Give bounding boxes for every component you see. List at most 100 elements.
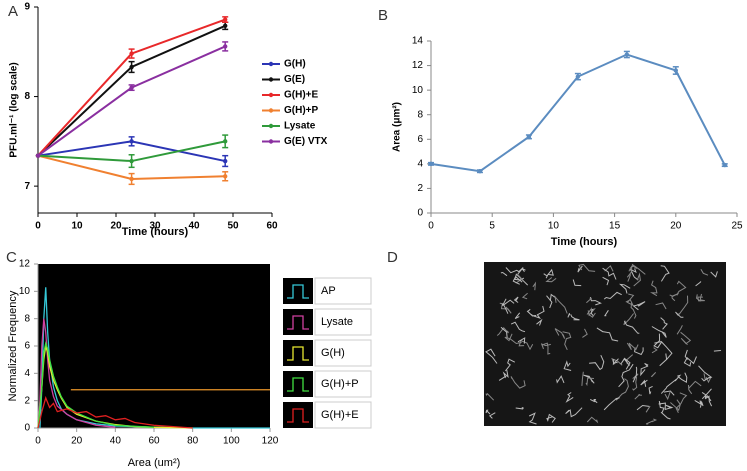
filament — [572, 279, 582, 287]
legend-label: G(H) — [284, 59, 306, 70]
filament — [674, 374, 682, 382]
filament — [660, 378, 677, 394]
y-tick-label: 2 — [417, 183, 423, 194]
filament — [545, 277, 557, 283]
annotation: Elongated — [81, 374, 135, 388]
x-axis-label: Area (um²) — [128, 457, 181, 469]
filament — [499, 302, 512, 314]
filament — [664, 391, 671, 401]
x-tick-label: 30 — [149, 221, 161, 232]
filament — [513, 296, 519, 303]
filament — [596, 327, 619, 342]
filament — [532, 281, 537, 291]
legend-box — [314, 277, 372, 305]
legend-box — [314, 401, 372, 429]
point — [673, 68, 678, 73]
y-axis-label: PFU.ml⁻¹ (log scale) — [9, 62, 20, 157]
filament — [669, 292, 679, 302]
filament — [543, 268, 554, 279]
legend-label: G(H)+P — [321, 378, 359, 390]
filament — [640, 379, 648, 387]
filament — [626, 342, 639, 351]
micrograph-texture — [485, 263, 722, 425]
y-tick-label: 6 — [417, 134, 423, 145]
filament — [629, 268, 639, 281]
filament — [528, 412, 537, 425]
filament — [660, 265, 670, 282]
series-line — [37, 340, 155, 429]
filament — [578, 263, 596, 272]
filament — [510, 376, 526, 389]
filament — [628, 263, 646, 275]
point — [129, 158, 134, 164]
y-tick-label: 7 — [24, 181, 30, 192]
x-tick-label: 20 — [670, 221, 682, 232]
point — [129, 139, 134, 144]
point — [477, 169, 483, 174]
filament — [563, 360, 572, 371]
y-tick-label: 8 — [24, 313, 30, 324]
filament — [680, 331, 692, 346]
filament — [645, 418, 658, 425]
point — [129, 85, 134, 90]
filament — [640, 362, 649, 377]
legend-swatch — [287, 408, 309, 423]
filament — [688, 380, 702, 395]
filament — [658, 402, 674, 411]
point — [526, 134, 532, 140]
panel-label: C — [6, 249, 17, 266]
series-line — [37, 395, 193, 429]
y-tick-label: 0 — [24, 423, 30, 434]
point — [223, 139, 228, 144]
legend-box — [314, 308, 372, 336]
filament — [710, 271, 718, 278]
filament — [632, 301, 646, 311]
legend-marker — [268, 123, 274, 129]
filament — [500, 271, 508, 277]
legend-swatch — [287, 284, 309, 299]
filament — [536, 318, 543, 326]
filament — [577, 265, 583, 273]
x-tick-label: 15 — [609, 221, 621, 232]
filament — [485, 409, 491, 415]
filament — [694, 399, 704, 408]
x-tick-label: 60 — [266, 221, 278, 232]
y-axis-label: Normalized Frequency — [7, 290, 19, 401]
x-tick-label: 100 — [223, 436, 240, 447]
filament — [678, 372, 688, 384]
legend-label: G(H)+P — [284, 105, 319, 116]
filament — [655, 302, 667, 310]
filament — [633, 272, 641, 287]
filament — [587, 310, 596, 318]
filament — [636, 404, 650, 411]
filament — [660, 317, 668, 330]
point — [223, 17, 228, 22]
y-tick-label: 2 — [24, 395, 30, 406]
micrograph — [484, 262, 726, 426]
filament — [648, 385, 653, 395]
filament — [623, 313, 634, 326]
x-tick-label: 10 — [548, 221, 560, 232]
filament — [565, 407, 583, 418]
x-tick-label: 20 — [110, 221, 122, 232]
point — [223, 44, 228, 49]
filament — [567, 313, 570, 318]
legend-box — [314, 370, 372, 398]
filament — [603, 291, 622, 300]
filament — [632, 366, 638, 383]
filament — [630, 302, 637, 319]
filament — [515, 273, 523, 284]
legend-icon — [283, 340, 313, 366]
filament — [627, 274, 631, 282]
point — [428, 161, 434, 167]
y-tick-label: 9 — [24, 2, 30, 13]
x-tick-label: 5 — [489, 221, 495, 232]
filament — [620, 357, 631, 370]
filament — [623, 320, 640, 334]
filament — [632, 373, 639, 379]
filament — [651, 347, 658, 354]
filament — [532, 305, 545, 319]
filament — [582, 328, 588, 338]
filament — [546, 295, 553, 309]
filament — [521, 268, 526, 273]
